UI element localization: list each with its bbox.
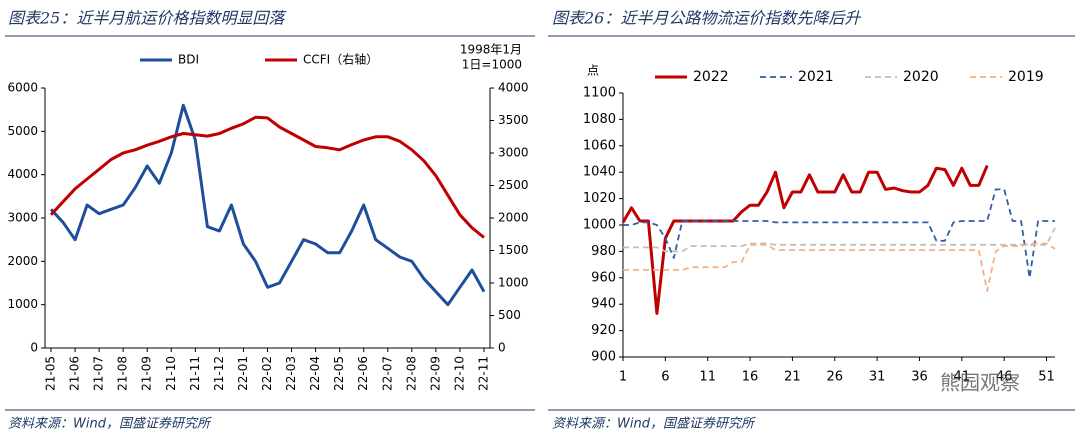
y2-tick-label: 3500: [498, 113, 529, 127]
y-tick-label: 940: [591, 297, 616, 312]
x-tick-label: 22-01: [236, 356, 250, 391]
series-line: [623, 242, 1056, 292]
x-tick-label: 21-09: [140, 356, 154, 391]
series-line: [623, 227, 1056, 253]
y-tick-label: 5000: [7, 124, 38, 138]
x-tick-label: 22-11: [476, 356, 490, 391]
y2-tick-label: 2000: [498, 211, 529, 225]
legend-label: 2021: [798, 69, 834, 85]
y-tick-label: 3000: [7, 211, 38, 225]
y-tick-label: 1060: [583, 138, 616, 153]
y-tick-label: 4000: [7, 167, 38, 181]
y2-tick-label: 1500: [498, 243, 529, 257]
y-tick-label: 2000: [7, 254, 38, 268]
x-tick-label: 11: [699, 370, 716, 385]
x-tick-label: 6: [661, 370, 669, 385]
y2-tick-label: 500: [498, 308, 521, 322]
x-tick-label: 41: [954, 370, 971, 385]
y-tick-label: 1000: [583, 218, 616, 233]
annotation: 1998年1月: [460, 43, 522, 57]
y2-tick-label: 0: [498, 341, 506, 355]
legend-label: 2022: [693, 69, 729, 85]
x-tick-label: 21-05: [44, 356, 58, 391]
y2-tick-label: 2500: [498, 178, 529, 192]
x-tick-label: 22-07: [380, 356, 394, 391]
y-tick-label: 0: [30, 341, 38, 355]
y-tick-label: 960: [591, 270, 616, 285]
legend-label: BDI: [178, 53, 199, 67]
y-tick-label: 900: [591, 350, 616, 365]
x-tick-label: 22-08: [404, 356, 418, 391]
y-tick-label: 1080: [583, 112, 616, 127]
series-line: [623, 188, 1055, 279]
y-tick-label: 1020: [583, 191, 616, 206]
series-line: [49, 103, 486, 307]
y2-tick-label: 4000: [498, 81, 529, 95]
x-tick-label: 36: [911, 370, 928, 385]
x-tick-label: 22-05: [332, 356, 346, 391]
legend-label: CCFI（右轴）: [303, 52, 378, 67]
source: 资料来源：Wind，国盛证券研究所: [552, 416, 756, 432]
y2-tick-label: 1000: [498, 276, 529, 290]
x-tick-label: 22-02: [260, 356, 274, 391]
legend-label: 2019: [1008, 69, 1044, 85]
x-tick-label: 21-12: [212, 356, 226, 391]
x-tick-label: 21-06: [68, 356, 82, 391]
y-tick-label: 1100: [583, 86, 616, 101]
y2-tick-label: 3000: [498, 146, 529, 160]
series-line: [49, 115, 485, 239]
watermark: 熊园观察: [940, 371, 1020, 395]
x-tick-label: 22-03: [284, 356, 298, 391]
y-axis-label: 点: [587, 64, 599, 78]
x-tick-label: 21-10: [164, 356, 178, 391]
x-tick-label: 26: [826, 370, 843, 385]
x-tick-label: 22-09: [428, 356, 442, 391]
x-tick-label: 46: [996, 370, 1013, 385]
x-tick-label: 22-10: [452, 356, 466, 391]
annotation: 1日=1000: [462, 58, 522, 72]
x-tick-label: 21-08: [116, 356, 130, 391]
x-tick-label: 31: [869, 370, 886, 385]
x-tick-label: 21: [784, 370, 801, 385]
y-tick-label: 1000: [7, 297, 38, 311]
y-tick-label: 6000: [7, 81, 38, 95]
y-tick-label: 920: [591, 323, 616, 338]
y-tick-label: 980: [591, 244, 616, 259]
x-tick-label: 21-07: [92, 356, 106, 391]
legend-label: 2020: [903, 69, 939, 85]
source: 资料来源：Wind，国盛证券研究所: [8, 416, 212, 432]
x-tick-label: 22-06: [356, 356, 370, 391]
chart-title: 图表25：近半月航运价格指数明显回落: [8, 9, 287, 28]
y-tick-label: 1040: [583, 165, 616, 180]
x-tick-label: 22-04: [308, 356, 322, 391]
chart-title: 图表26：近半月公路物流运价指数先降后升: [552, 9, 861, 28]
x-tick-label: 16: [742, 370, 759, 385]
x-tick-label: 51: [1038, 370, 1055, 385]
x-tick-label: 21-11: [188, 356, 202, 391]
x-tick-label: 1: [619, 370, 627, 385]
